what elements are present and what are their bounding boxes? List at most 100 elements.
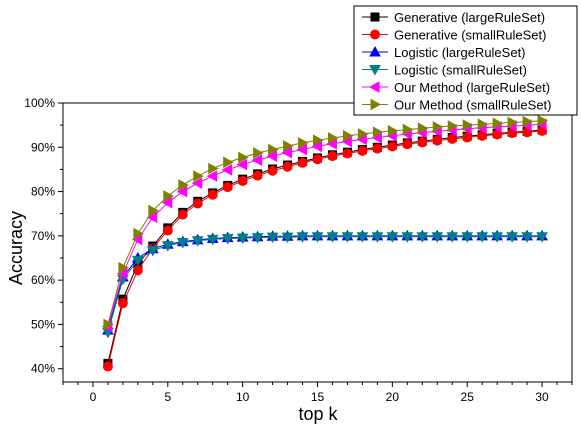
data-point (146, 211, 158, 224)
data-point (236, 233, 249, 245)
data-point (492, 117, 504, 130)
data-point (253, 147, 264, 159)
data-point (221, 164, 233, 176)
data-point (148, 204, 159, 217)
data-point (221, 234, 234, 245)
legend-marker (369, 45, 381, 57)
data-point (146, 245, 159, 257)
data-point (267, 165, 278, 176)
y-tick-label: 100% (24, 96, 55, 110)
data-point (236, 158, 248, 171)
data-point (103, 318, 114, 331)
data-point (296, 143, 308, 156)
data-point (118, 261, 129, 274)
data-point (102, 361, 113, 372)
data-point (313, 134, 324, 147)
data-point (133, 227, 144, 240)
data-point (208, 162, 219, 175)
data-point (177, 209, 188, 220)
y-axis-label: Accuracy (6, 211, 26, 285)
data-point (462, 132, 473, 143)
y-tick-label: 50% (31, 317, 55, 331)
data-point (311, 140, 322, 153)
y-tick-label: 60% (31, 273, 55, 287)
data-point (416, 232, 429, 243)
legend-label: Logistic (smallRuleSet) (394, 63, 527, 78)
y-tick-label: 90% (31, 140, 55, 154)
series-line (107, 236, 543, 333)
data-point (311, 232, 324, 243)
legend-marker (370, 29, 380, 40)
data-point (432, 121, 444, 133)
data-point (297, 157, 308, 168)
data-point (281, 146, 293, 159)
data-point (372, 143, 383, 154)
series-4 (102, 232, 548, 339)
x-tick-label: 5 (164, 390, 171, 404)
legend-item: Logistic (largeRuleSet) (362, 45, 526, 60)
legend: Generative (largeRuleSet) Generative (sma… (353, 5, 578, 116)
data-point (238, 151, 249, 164)
data-point (251, 154, 263, 166)
data-point (163, 190, 174, 202)
data-point (342, 148, 353, 159)
x-tick-label: 20 (386, 390, 400, 404)
data-point (191, 236, 204, 247)
legend-item: Our Method (largeRuleSet) (362, 80, 550, 95)
legend-marker (370, 12, 380, 22)
data-point (326, 232, 339, 243)
legend-marker (370, 98, 382, 111)
data-point (522, 115, 534, 128)
data-point (117, 298, 128, 309)
data-point (386, 232, 399, 243)
data-point (537, 114, 549, 127)
legend-label: Generative (smallRuleSet) (394, 28, 546, 43)
data-point (161, 196, 173, 209)
data-point (132, 265, 143, 276)
data-point (402, 123, 414, 136)
data-point (237, 175, 248, 186)
data-point (282, 161, 293, 172)
data-point (298, 137, 309, 149)
data-point (477, 130, 488, 141)
legend-marker (369, 65, 381, 76)
data-point (327, 151, 338, 162)
x-tick-label: 30 (535, 390, 549, 404)
data-point (387, 141, 398, 152)
legend-box (353, 5, 578, 116)
legend-label: Our Method (largeRuleSet) (394, 80, 550, 95)
data-point (252, 170, 263, 181)
legend-item: Generative (smallRuleSet) (362, 28, 546, 43)
data-point (176, 238, 189, 249)
legend-item: Our Method (smallRuleSet) (362, 98, 552, 113)
data-point (506, 232, 518, 243)
data-point (283, 140, 294, 152)
data-point (193, 170, 204, 182)
series-line (107, 235, 543, 331)
data-point (371, 232, 384, 243)
x-axis-label: top k (298, 404, 338, 424)
data-point (192, 198, 203, 209)
legend-marker (368, 81, 380, 93)
legend-label: Generative (largeRuleSet) (394, 10, 545, 25)
series-6 (103, 114, 549, 331)
data-point (206, 234, 219, 246)
data-point (268, 143, 279, 156)
series-2 (102, 125, 548, 372)
x-tick-label: 0 (90, 390, 97, 404)
y-tick-label: 40% (31, 362, 55, 376)
data-point (178, 179, 189, 191)
data-point (162, 225, 173, 236)
legend-label: Our Method (smallRuleSet) (394, 98, 552, 113)
data-point (461, 232, 474, 243)
data-point (251, 233, 264, 244)
data-point (342, 129, 354, 142)
legend-item: Logistic (smallRuleSet) (362, 63, 527, 78)
data-point (176, 185, 188, 198)
data-point (401, 232, 414, 243)
data-point (447, 133, 458, 144)
data-point (476, 232, 489, 243)
data-point (161, 241, 174, 252)
data-point (521, 232, 533, 243)
